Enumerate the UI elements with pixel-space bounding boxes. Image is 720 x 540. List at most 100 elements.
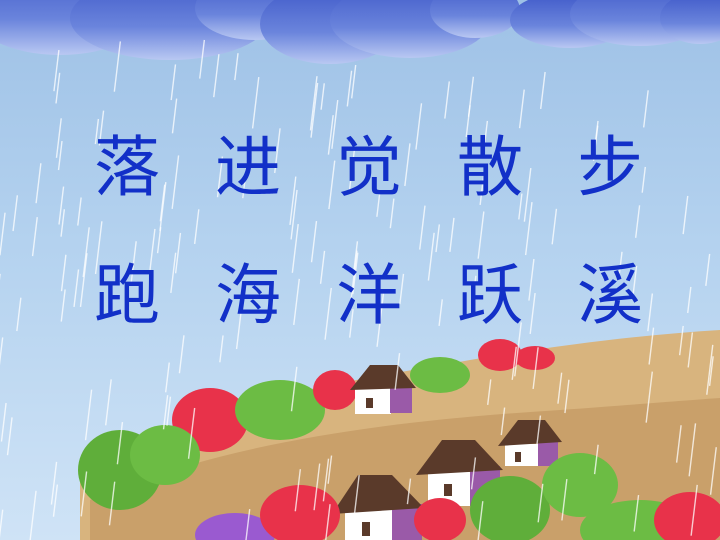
raindrop xyxy=(449,217,455,252)
raindrop xyxy=(291,223,299,273)
raindrop xyxy=(159,184,166,222)
raindrop xyxy=(648,327,655,365)
character: 海 xyxy=(215,257,281,334)
character: 洋 xyxy=(336,257,402,334)
raindrop xyxy=(108,481,116,526)
raindrop xyxy=(641,166,646,193)
raindrop xyxy=(322,458,330,502)
raindrop xyxy=(593,444,599,475)
character: 步 xyxy=(577,129,643,206)
raindrop xyxy=(84,389,93,441)
raindrop xyxy=(633,494,640,532)
raindrop xyxy=(171,98,178,134)
raindrop xyxy=(60,254,67,292)
raindrop xyxy=(561,479,568,521)
raindrop xyxy=(245,509,251,540)
raindrop xyxy=(0,337,4,366)
raindrop xyxy=(166,396,172,426)
raindrop xyxy=(294,469,302,512)
raindrop xyxy=(310,82,319,138)
raindrop xyxy=(320,83,325,110)
raindrop xyxy=(16,297,22,332)
raindrop xyxy=(477,501,484,540)
raindrop xyxy=(682,195,689,235)
raindrop xyxy=(709,447,717,495)
raindrop xyxy=(427,232,435,281)
raindrop xyxy=(528,258,535,301)
raindrop xyxy=(348,309,354,338)
raindrop xyxy=(293,278,300,326)
raindrop xyxy=(675,425,682,463)
raindrop xyxy=(235,307,243,350)
raindrop xyxy=(470,457,477,490)
bush-icon xyxy=(410,339,555,393)
raindrop xyxy=(643,90,649,128)
raindrop xyxy=(557,372,563,404)
raindrop xyxy=(52,484,59,517)
raindrop xyxy=(708,356,714,386)
raindrop xyxy=(159,182,167,231)
character: 跃 xyxy=(457,257,523,334)
raindrop xyxy=(199,39,206,79)
raindrop xyxy=(532,347,539,390)
raindrop xyxy=(313,463,321,511)
raindrop xyxy=(524,202,533,256)
character-row-1: 落 进 觉 散 步 xyxy=(0,128,720,208)
raindrop xyxy=(404,143,411,187)
raindrop xyxy=(50,461,58,505)
raindrop xyxy=(94,118,100,145)
character: 跑 xyxy=(94,257,160,334)
raindrop xyxy=(58,186,65,225)
raindrop xyxy=(156,227,162,254)
raindrop xyxy=(104,379,112,426)
raindrop xyxy=(406,478,412,505)
character: 觉 xyxy=(336,129,402,206)
raindrop xyxy=(79,253,88,307)
raindrop xyxy=(534,415,542,456)
raindrop xyxy=(346,70,353,107)
raindrop xyxy=(53,49,60,92)
raindrop xyxy=(162,395,169,430)
raindrop xyxy=(514,322,522,377)
raindrop xyxy=(551,208,558,245)
raindrop xyxy=(539,71,546,110)
raindrop xyxy=(77,197,82,226)
raindrop xyxy=(376,191,381,217)
raindrop xyxy=(438,299,443,327)
raindrop xyxy=(130,241,137,283)
raindrop xyxy=(60,209,66,237)
raindrop xyxy=(471,275,477,304)
raindrop xyxy=(170,64,177,101)
raindrop xyxy=(29,490,37,540)
raindrop xyxy=(564,379,570,414)
raindrop xyxy=(331,99,339,149)
character: 散 xyxy=(457,129,523,206)
raindrop xyxy=(289,176,297,226)
raindrop xyxy=(706,344,714,395)
raindrop xyxy=(0,509,4,538)
raindrop xyxy=(394,353,401,390)
raindrop xyxy=(389,198,395,229)
raindrop xyxy=(274,128,281,174)
raindrop xyxy=(116,421,124,465)
raindrop xyxy=(174,232,182,274)
raindrop xyxy=(465,105,471,138)
raindrop xyxy=(6,417,13,456)
raindrop xyxy=(31,217,38,257)
raindrop xyxy=(415,103,423,150)
rain-icon xyxy=(0,39,717,540)
raindrop xyxy=(251,76,260,129)
raindrop xyxy=(518,89,525,129)
raindrop xyxy=(647,293,654,332)
raindrop xyxy=(352,241,359,274)
house-icon xyxy=(350,365,416,414)
raindrop xyxy=(290,189,298,240)
raindrop xyxy=(98,110,105,146)
raindrop xyxy=(57,140,63,171)
raindrop xyxy=(178,335,185,374)
raindrop xyxy=(0,212,6,256)
raindrop xyxy=(645,371,653,423)
raindrop xyxy=(328,160,336,210)
bush-icon xyxy=(195,453,720,540)
